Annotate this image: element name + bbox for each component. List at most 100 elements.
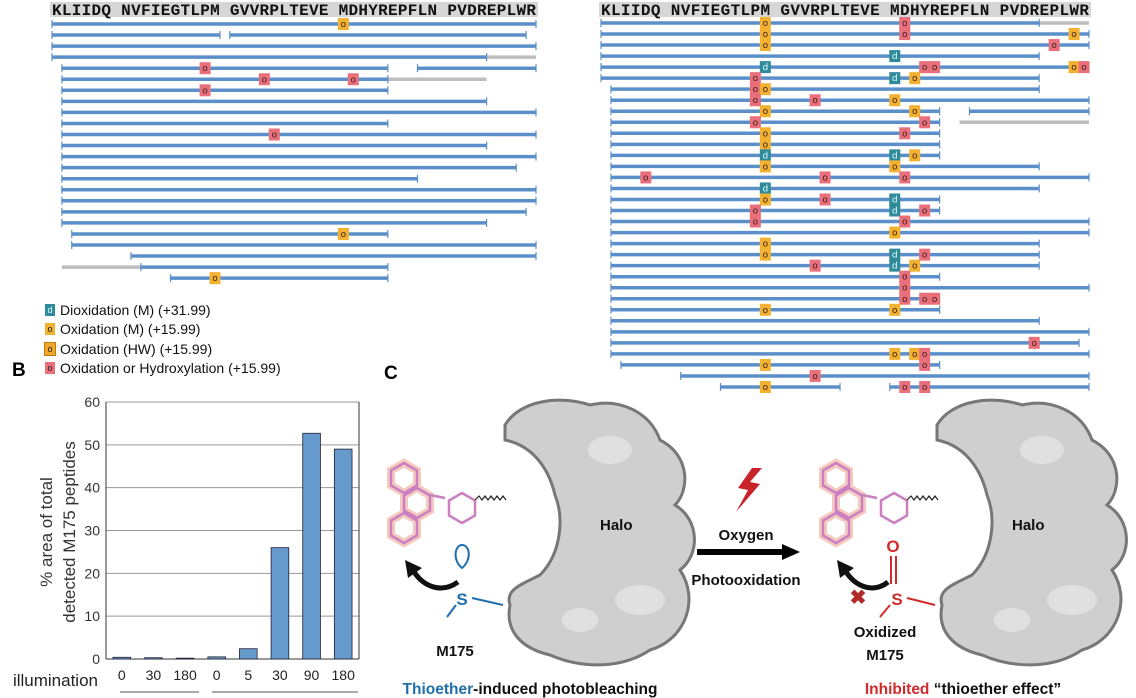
modification-marker-icon — [889, 226, 901, 239]
modification-marker-icon — [759, 358, 771, 371]
modification-marker-icon — [759, 28, 771, 41]
modification-code: o — [351, 75, 357, 85]
bar — [333, 448, 353, 660]
modification-marker-icon — [819, 193, 831, 206]
peptide-row — [61, 207, 527, 216]
modification-code: o — [822, 195, 828, 205]
modification-marker-icon — [1068, 28, 1080, 41]
modification-code: o — [753, 207, 759, 217]
modification-code: o — [892, 350, 898, 360]
modification-code: d — [892, 262, 898, 272]
peptide-row: o — [610, 237, 1040, 250]
modification-code: d — [762, 184, 768, 194]
oxidation-m-marker-icon: o — [45, 323, 55, 336]
peptide-row: o — [61, 84, 389, 97]
modification-code: o — [763, 85, 769, 95]
peptide-row: o — [610, 281, 1090, 294]
modification-code: o — [763, 383, 769, 393]
legend-item-oxidation-hydroxylation: o Oxidation or Hydroxylation (+15.99) — [45, 359, 281, 379]
peptide-row — [61, 218, 488, 227]
modification-marker-icon — [899, 380, 911, 393]
modification-marker-icon — [759, 160, 771, 173]
modification-marker-icon — [640, 171, 652, 184]
modification-code: o — [812, 372, 818, 382]
modification-marker-icon — [899, 127, 911, 140]
left-sequence-header-bg — [50, 2, 538, 17]
blocked-cross-icon: ✖ — [850, 587, 867, 609]
oxygen-label: Oxygen — [718, 527, 773, 544]
modification-code: o — [763, 107, 769, 117]
modification-code: o — [212, 274, 218, 284]
bar — [207, 656, 226, 660]
legend-item-oxidation-hw: o Oxidation (HW) (+15.99) — [44, 339, 281, 359]
modification-code: o — [763, 306, 769, 316]
modification-marker-icon — [759, 61, 771, 74]
modification-code: o — [341, 20, 347, 30]
modification-marker-icon — [899, 281, 911, 294]
right-peptide-rows: o oo o oo odd o o o oo d oo oo o oo oo oo ood d oo oo o odo o d… — [600, 17, 1090, 393]
modification-code: o — [922, 63, 928, 73]
y-tick-label: 20 — [84, 565, 100, 581]
modification-code: o — [902, 295, 908, 305]
modification-code: o — [763, 30, 769, 40]
x-tick-label: 30 — [272, 667, 288, 683]
modification-marker-icon — [759, 248, 771, 261]
modification-marker-icon — [1048, 39, 1060, 52]
y-axis-label-line1: % area of total — [37, 477, 56, 587]
modification-marker-icon — [899, 17, 911, 29]
modification-marker-icon — [759, 17, 771, 29]
modification-code: o — [922, 361, 928, 371]
modification-marker-icon — [819, 171, 831, 184]
modification-marker-icon — [909, 105, 921, 118]
modification-code: o — [912, 74, 918, 84]
modification-code: o — [902, 218, 908, 228]
right-sequence-header-bg — [599, 2, 1091, 17]
modification-code: o — [812, 96, 818, 106]
modification-marker-icon — [909, 347, 921, 360]
light-lightning-icon — [736, 468, 762, 512]
modification-code: o — [202, 64, 208, 74]
modification-marker-icon — [889, 149, 901, 162]
modification-marker-icon — [1068, 61, 1080, 74]
modification-code: d — [762, 63, 768, 73]
modification-code: o — [812, 262, 818, 272]
peptide-row — [130, 252, 537, 261]
modification-marker-icon — [919, 358, 931, 371]
modification-code: o — [822, 173, 828, 183]
modification-marker-icon — [889, 303, 901, 316]
fluorophore-dye-right-icon — [823, 463, 939, 543]
modification-code: o — [912, 262, 918, 272]
modification-code: o — [902, 383, 908, 393]
modification-code: o — [262, 75, 268, 85]
modification-marker-icon — [919, 116, 931, 129]
modification-marker-icon — [258, 73, 270, 86]
modification-code: o — [271, 131, 277, 141]
modification-code: d — [892, 74, 898, 84]
peptide-row: o — [610, 270, 941, 283]
modification-code: o — [922, 383, 928, 393]
y-tick-label: 10 — [84, 608, 100, 624]
bar — [112, 656, 132, 660]
modification-marker-icon — [909, 259, 921, 272]
halo-protein-left — [503, 398, 696, 667]
modification-code: o — [902, 30, 908, 40]
modification-marker-icon — [919, 204, 931, 217]
oxygen-atom: O — [886, 537, 899, 556]
photooxidation-label: Photooxidation — [691, 572, 800, 589]
modification-marker-icon — [337, 227, 349, 240]
modification-code: d — [892, 195, 898, 205]
modification-marker-icon — [759, 138, 771, 151]
y-tick-label: 50 — [84, 437, 100, 453]
panel-b-bar-chart: 0 10 20 30 40 50 60 0 30 180 0 5 30 90 180 % area of … — [13, 394, 360, 693]
modification-marker-icon — [889, 50, 901, 63]
peptide-row — [61, 185, 537, 194]
modification-code: o — [1071, 30, 1077, 40]
legend-label: Oxidation (HW) (+15.99) — [60, 340, 213, 357]
